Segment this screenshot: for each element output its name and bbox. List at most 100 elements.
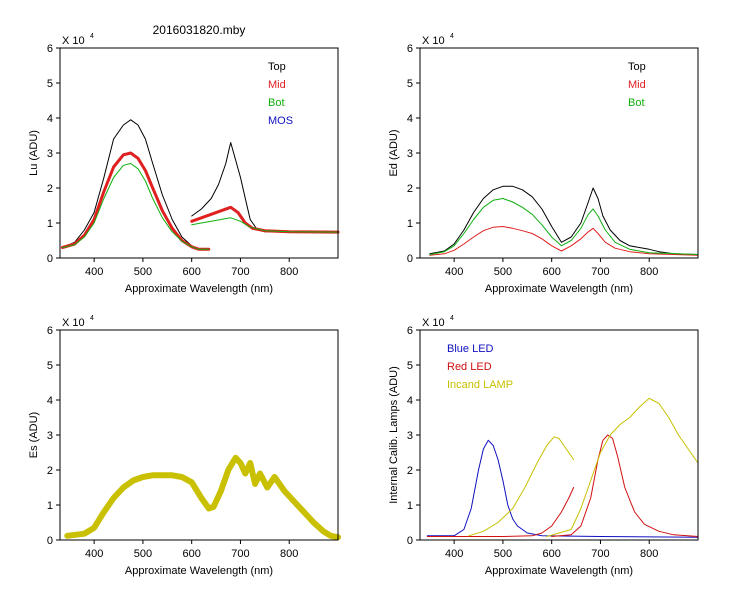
y-tick-label: 4 xyxy=(407,113,413,125)
series-group xyxy=(426,397,699,538)
y-multiplier: X 10 xyxy=(422,317,445,329)
y-tick-label: 6 xyxy=(407,325,413,337)
y-axis-label: Internal Calib. Lamps (ADU) xyxy=(388,366,400,504)
series-line-lamps-1-1 xyxy=(551,434,699,537)
chart-ed: 0 1 2 3 4 5 6 400 500 600 700 800 X 10 4 Approximate W… xyxy=(388,33,699,295)
series-line-lu-1-1 xyxy=(190,205,340,234)
y-multiplier-exponent: 4 xyxy=(90,315,94,322)
legend-entry: Top xyxy=(268,61,286,73)
series-line-lu-2-1 xyxy=(191,217,339,233)
series-line-lamps-2-1 xyxy=(546,397,699,537)
y-tick-label: 5 xyxy=(407,78,413,90)
series-line-lu-0-0 xyxy=(61,119,210,250)
x-tick-label: 500 xyxy=(134,548,152,560)
series-line-ed-1-0 xyxy=(429,226,699,256)
y-tick-label: 5 xyxy=(407,360,413,372)
x-axis-label: Approximate Wavelength (nm) xyxy=(485,565,633,577)
y-tick-label: 1 xyxy=(407,500,413,512)
figure-title: 2016031820.mby xyxy=(153,23,246,37)
y-tick-label: 4 xyxy=(47,113,53,125)
plot-frame xyxy=(59,47,339,259)
series-group xyxy=(429,185,699,256)
x-tick-label: 700 xyxy=(591,266,609,278)
chart-lamps: 0 1 2 3 4 5 6 400 500 600 700 800 X 10 4 Approximate W… xyxy=(388,315,699,577)
legend-entry: Blue LED xyxy=(447,343,494,355)
y-tick-label: 1 xyxy=(47,500,53,512)
chart-lu: 0 1 2 3 4 5 6 400 500 600 700 800 X 10 4 Approximate W… xyxy=(28,33,340,295)
series-line-lu-0-1 xyxy=(191,142,339,233)
y-axis-label: Es (ADU) xyxy=(28,412,40,458)
x-tick-label: 500 xyxy=(494,266,512,278)
x-tick-label: 800 xyxy=(640,266,658,278)
x-tick-label: 400 xyxy=(85,266,103,278)
y-tick-label: 0 xyxy=(407,253,413,265)
x-tick-label: 500 xyxy=(494,548,512,560)
x-axis-label: Approximate Wavelength (nm) xyxy=(125,565,273,577)
y-tick-label: 3 xyxy=(47,148,53,160)
y-tick-label: 1 xyxy=(47,218,53,230)
y-tick-label: 3 xyxy=(47,430,53,442)
y-multiplier: X 10 xyxy=(62,317,85,329)
x-axis-label: Approximate Wavelength (nm) xyxy=(125,283,273,295)
x-tick-label: 500 xyxy=(134,266,152,278)
x-tick-label: 400 xyxy=(445,266,463,278)
y-axis-label: Ed (ADU) xyxy=(388,129,400,176)
series-line-ed-0-0 xyxy=(429,185,699,255)
x-tick-label: 600 xyxy=(543,266,561,278)
series-line-lamps-1-0 xyxy=(426,487,575,537)
plot-frame xyxy=(59,329,339,541)
y-tick-label: 2 xyxy=(407,465,413,477)
y-tick-label: 0 xyxy=(407,535,413,547)
series-line-lu-2-0 xyxy=(61,163,210,250)
x-tick-label: 700 xyxy=(231,548,249,560)
plot-frame xyxy=(419,47,699,259)
y-multiplier-exponent: 4 xyxy=(90,33,94,40)
y-tick-label: 4 xyxy=(407,395,413,407)
x-axis-label: Approximate Wavelength (nm) xyxy=(485,283,633,295)
x-tick-label: 800 xyxy=(280,548,298,560)
y-tick-label: 0 xyxy=(47,253,53,265)
series-line-lamps-2-0 xyxy=(468,436,575,537)
y-tick-label: 6 xyxy=(47,43,53,55)
x-tick-label: 800 xyxy=(640,548,658,560)
series-line-es-0-0 xyxy=(64,454,341,541)
y-multiplier: X 10 xyxy=(62,35,85,47)
x-tick-label: 700 xyxy=(591,548,609,560)
series-group xyxy=(60,119,340,251)
series-line-lamps-0-0 xyxy=(426,439,699,538)
legend-entry: Red LED xyxy=(447,361,492,373)
chart-es: 0 1 2 3 4 5 6 400 500 600 700 800 X 10 4 Approximate W… xyxy=(28,315,341,577)
x-tick-label: 800 xyxy=(280,266,298,278)
legend-entry: Mid xyxy=(628,79,646,91)
legend-entry: MOS xyxy=(268,115,293,127)
y-tick-label: 6 xyxy=(407,43,413,55)
legend-entry: Bot xyxy=(268,97,285,109)
x-tick-label: 400 xyxy=(445,548,463,560)
y-tick-label: 2 xyxy=(407,183,413,195)
x-tick-label: 600 xyxy=(543,548,561,560)
legend-entry: Top xyxy=(628,61,646,73)
y-tick-label: 2 xyxy=(47,465,53,477)
y-tick-label: 4 xyxy=(47,395,53,407)
y-tick-label: 5 xyxy=(47,360,53,372)
y-axis-label: Lu (ADU) xyxy=(28,130,40,176)
y-multiplier-exponent: 4 xyxy=(450,33,454,40)
y-tick-label: 5 xyxy=(47,78,53,90)
y-tick-label: 3 xyxy=(407,430,413,442)
y-tick-label: 1 xyxy=(407,218,413,230)
legend-entry: Mid xyxy=(268,79,286,91)
x-tick-label: 400 xyxy=(85,548,103,560)
legend-entry: Bot xyxy=(628,97,645,109)
x-tick-label: 600 xyxy=(183,548,201,560)
legend-entry: Incand LAMP xyxy=(447,379,513,391)
series-group xyxy=(64,454,341,541)
y-tick-label: 6 xyxy=(47,325,53,337)
y-multiplier: X 10 xyxy=(422,35,445,47)
y-tick-label: 3 xyxy=(407,148,413,160)
x-tick-label: 700 xyxy=(231,266,249,278)
y-multiplier-exponent: 4 xyxy=(450,315,454,322)
x-tick-label: 600 xyxy=(183,266,201,278)
y-tick-label: 0 xyxy=(47,535,53,547)
